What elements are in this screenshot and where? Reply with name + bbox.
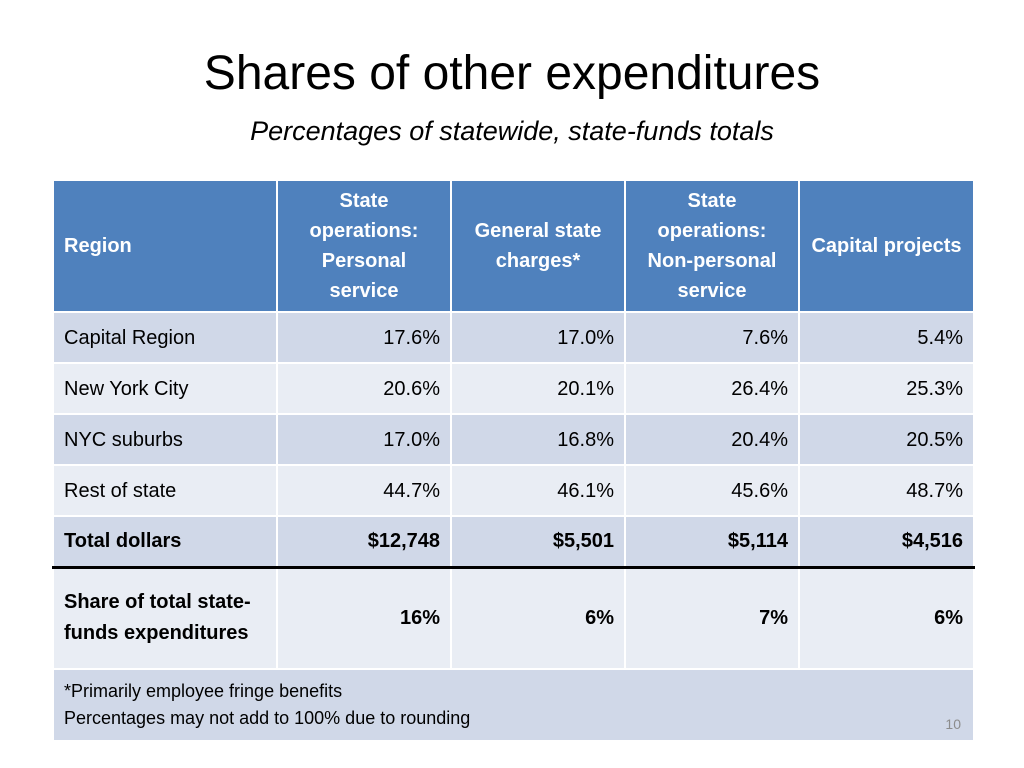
row-label: Share of total state-funds expenditures <box>52 566 278 670</box>
slide-subtitle: Percentages of statewide, state-funds to… <box>250 116 774 146</box>
table-cell: 17.0% <box>276 413 452 466</box>
table-cell: 20.6% <box>276 362 452 415</box>
row-label: NYC suburbs <box>52 413 278 466</box>
table-cell: $5,114 <box>624 515 800 569</box>
table-cell: 20.5% <box>798 413 975 466</box>
row-label: Rest of state <box>52 464 278 517</box>
row-label: Capital Region <box>52 311 278 364</box>
table-cell: 16.8% <box>450 413 626 466</box>
footnote-rounding: Percentages may not add to 100% due to r… <box>64 708 471 728</box>
table-cell: 6% <box>450 566 626 670</box>
column-header-capital-projects: Capital projects <box>798 179 975 313</box>
column-header-region: Region <box>52 179 278 313</box>
footnote-cell: *Primarily employee fringe benefits Perc… <box>52 668 975 742</box>
table-cell: 5.4% <box>798 311 975 364</box>
table-row: NYC suburbs 17.0% 16.8% 20.4% 20.5% <box>52 413 975 466</box>
table-cell: 48.7% <box>798 464 975 517</box>
footnote-fringe-benefits: *Primarily employee fringe benefits <box>64 681 343 701</box>
table-row: Capital Region 17.6% 17.0% 7.6% 5.4% <box>52 311 975 364</box>
expenditures-table: Region State operations: Personal servic… <box>52 179 975 742</box>
table-header-row: Region State operations: Personal servic… <box>52 179 975 313</box>
table-cell: 17.0% <box>450 311 626 364</box>
column-header-non-personal-service: State operations: Non-personal service <box>624 179 800 313</box>
table-row: Rest of state 44.7% 46.1% 45.6% 48.7% <box>52 464 975 517</box>
table-cell: 44.7% <box>276 464 452 517</box>
table-cell: $5,501 <box>450 515 626 569</box>
table-cell: 45.6% <box>624 464 800 517</box>
slide-title: Shares of other expenditures <box>203 47 821 100</box>
table-row: New York City 20.6% 20.1% 26.4% 25.3% <box>52 362 975 415</box>
row-label: New York City <box>52 362 278 415</box>
page-number: 10 <box>945 716 961 732</box>
table-cell: 46.1% <box>450 464 626 517</box>
footnote-row: *Primarily employee fringe benefits Perc… <box>52 668 975 742</box>
row-label: Total dollars <box>52 515 278 569</box>
table-cell: 20.4% <box>624 413 800 466</box>
table-cell: 7.6% <box>624 311 800 364</box>
column-header-personal-service: State operations: Personal service <box>276 179 452 313</box>
share-of-total-row: Share of total state-funds expenditures … <box>52 566 975 670</box>
table-cell: 20.1% <box>450 362 626 415</box>
table-cell: $4,516 <box>798 515 975 569</box>
table-cell: 17.6% <box>276 311 452 364</box>
total-dollars-row: Total dollars $12,748 $5,501 $5,114 $4,5… <box>52 515 975 569</box>
table-cell: $12,748 <box>276 515 452 569</box>
table-cell: 6% <box>798 566 975 670</box>
table-cell: 26.4% <box>624 362 800 415</box>
column-header-general-state-charges: General state charges* <box>450 179 626 313</box>
table-cell: 16% <box>276 566 452 670</box>
table-cell: 25.3% <box>798 362 975 415</box>
table-cell: 7% <box>624 566 800 670</box>
